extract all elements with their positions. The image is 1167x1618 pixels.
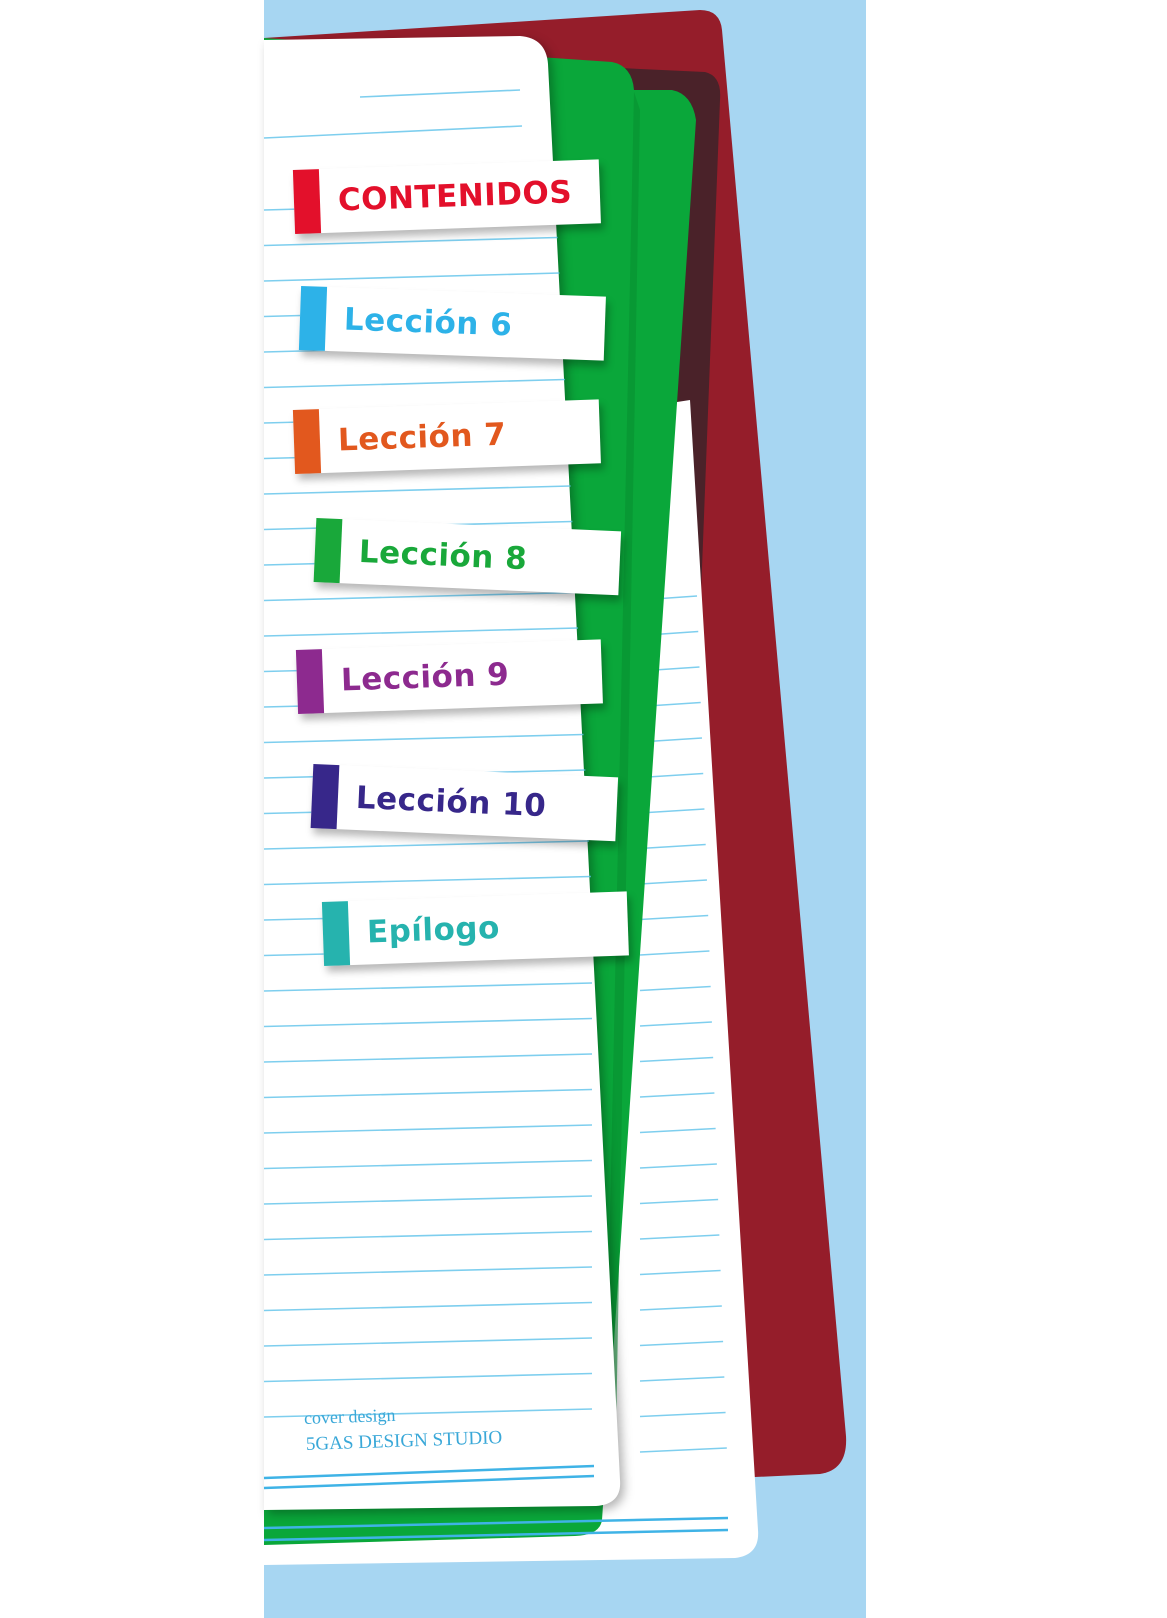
green-page-shade xyxy=(604,92,640,1500)
rule-line xyxy=(639,914,709,921)
rule-line xyxy=(639,1411,726,1418)
rule-line xyxy=(639,950,710,956)
tab-leccion-10[interactable]: Lección 10 xyxy=(310,764,619,842)
tab-leccion-6[interactable]: Lección 6 xyxy=(298,286,606,361)
tab-label: CONTENIDOS xyxy=(337,174,573,219)
rule-line xyxy=(263,1408,593,1418)
rule-line xyxy=(263,1088,593,1099)
rule-line xyxy=(263,1195,593,1205)
rule-line xyxy=(263,1301,593,1312)
rule-line xyxy=(263,1159,593,1170)
rule-line xyxy=(639,843,706,850)
tab-leccion-8[interactable]: Lección 8 xyxy=(313,518,622,596)
rule-line xyxy=(639,985,711,992)
tab-color-stripe xyxy=(310,764,340,830)
rule-line xyxy=(263,125,523,139)
tab-label: Epílogo xyxy=(366,909,501,951)
tab-color-stripe xyxy=(313,518,343,584)
rule-line xyxy=(263,1230,593,1241)
front-bottom-rule-1 xyxy=(263,1464,595,1480)
rule-line xyxy=(263,840,590,850)
tab-color-stripe xyxy=(321,901,351,966)
tab-leccion-9[interactable]: Lección 9 xyxy=(295,639,603,714)
rule-line xyxy=(639,1447,727,1453)
rule-line xyxy=(263,982,593,992)
rule-line xyxy=(263,1266,593,1276)
rule-line xyxy=(639,1305,722,1311)
rule-line xyxy=(263,1337,593,1347)
bottom-rule-2 xyxy=(263,1528,729,1542)
rule-line xyxy=(263,591,577,602)
rule-line xyxy=(639,1198,719,1205)
rule-line xyxy=(263,1017,593,1028)
rule-line xyxy=(639,879,707,885)
tab-color-stripe xyxy=(298,286,328,351)
rule-line xyxy=(639,1376,725,1382)
rule-line xyxy=(639,1340,724,1347)
bottom-rule-1 xyxy=(263,1516,729,1530)
rule-line xyxy=(263,1372,593,1383)
rule-line xyxy=(263,1053,593,1063)
rule-line xyxy=(639,1056,714,1063)
front-bottom-rule-2 xyxy=(263,1474,595,1490)
tab-leccion-7[interactable]: Lección 7 xyxy=(292,399,601,474)
rule-line xyxy=(263,378,566,389)
rule-line xyxy=(639,1163,717,1169)
tab-color-stripe xyxy=(292,169,322,234)
rule-line xyxy=(639,1092,715,1098)
rule-line xyxy=(263,485,571,495)
tab-contenidos[interactable]: CONTENIDOS xyxy=(292,159,601,234)
rule-line xyxy=(263,1124,593,1134)
tab-label: Lección 6 xyxy=(343,301,513,344)
tab-label: Lección 10 xyxy=(355,779,548,825)
tab-label: Lección 7 xyxy=(337,416,507,459)
back-page-lines xyxy=(639,595,727,1453)
rule-line xyxy=(263,627,578,637)
tab-label: Lección 9 xyxy=(340,656,510,699)
rule-line xyxy=(639,1269,721,1276)
rule-line xyxy=(639,1021,712,1027)
credit-label: cover design xyxy=(303,1404,396,1428)
tab-color-stripe xyxy=(292,409,322,474)
tab-epilogo[interactable]: Epílogo xyxy=(321,891,629,966)
rule-line xyxy=(263,733,584,744)
rule-line xyxy=(639,1127,716,1134)
rule-line xyxy=(263,875,591,886)
rule-line xyxy=(263,236,558,247)
rule-line xyxy=(639,1234,720,1240)
rule-line xyxy=(359,89,521,98)
rule-line xyxy=(263,272,560,282)
tab-label: Lección 8 xyxy=(358,533,528,578)
tab-color-stripe xyxy=(295,649,325,714)
rule-line xyxy=(639,808,705,814)
